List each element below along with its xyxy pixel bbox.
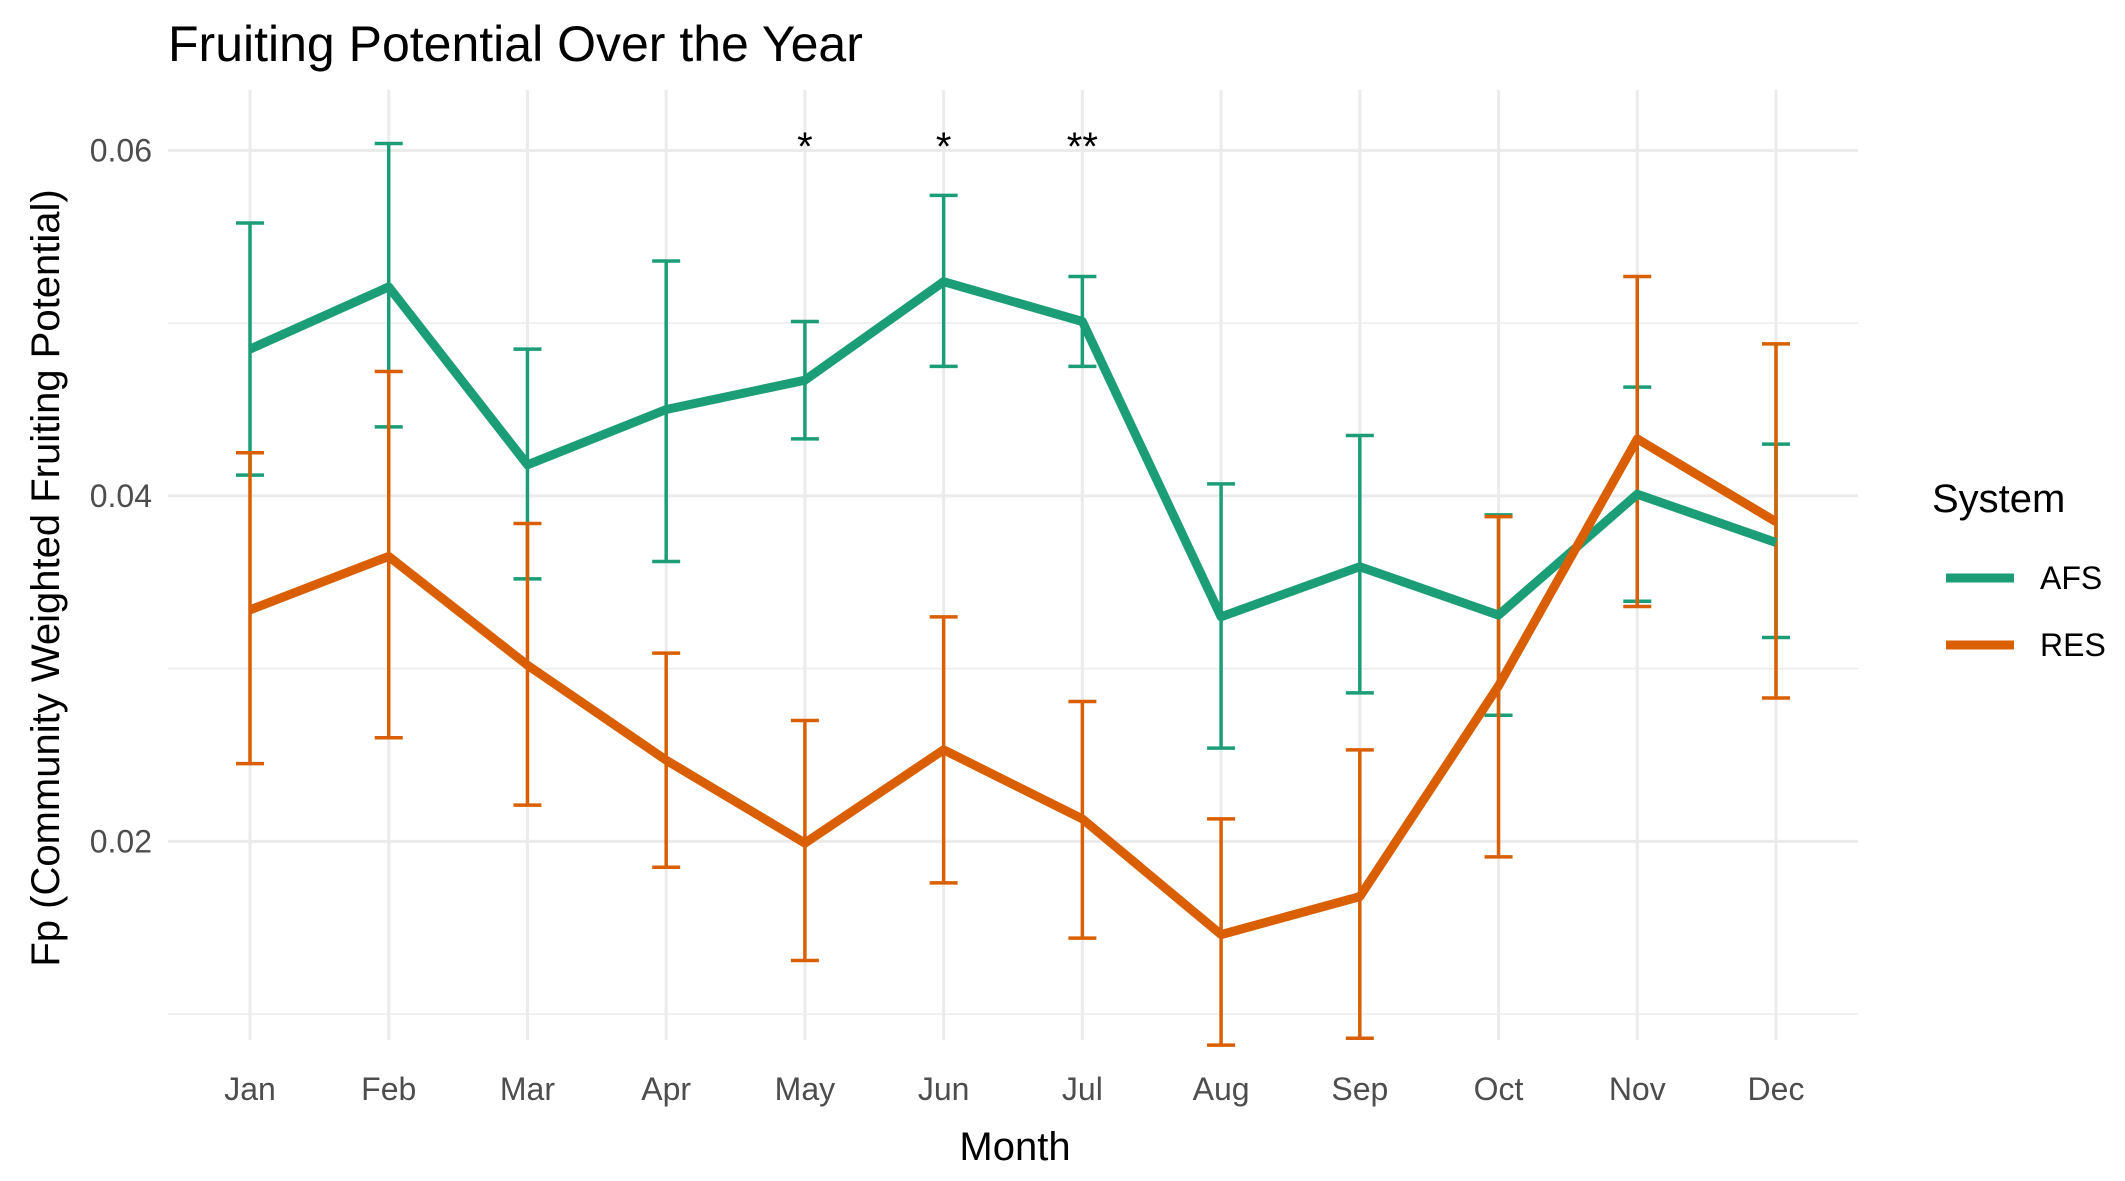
significance-annotations: * * **: [797, 125, 1098, 169]
x-tick-label: May: [775, 1071, 835, 1107]
legend-title: System: [1932, 477, 2065, 521]
error-bars: [236, 141, 1790, 1047]
significance-label: *: [797, 125, 813, 169]
x-tick-label: Jan: [224, 1071, 276, 1107]
y-axis-title: Fp (Community Weighted Fruiting Potentia…: [24, 189, 68, 966]
x-tick-label: Dec: [1748, 1071, 1805, 1107]
legend-label-res: RES: [2040, 627, 2106, 663]
x-tick-label: Apr: [641, 1071, 691, 1107]
plot-grid: [168, 90, 1858, 1040]
x-tick-label: Mar: [500, 1071, 555, 1107]
x-tick-label: Feb: [361, 1071, 416, 1107]
x-tick-label: Aug: [1193, 1071, 1250, 1107]
series-lines: [248, 277, 1779, 940]
x-tick-label: Sep: [1331, 1071, 1388, 1107]
legend-items: AFS RES: [1946, 560, 2106, 663]
legend-label-afs: AFS: [2040, 560, 2102, 596]
y-tick-label: 0.06: [90, 132, 152, 168]
legend: System AFS RES: [1932, 477, 2106, 663]
x-tick-label: Jun: [918, 1071, 970, 1107]
x-tick-label: Jul: [1062, 1071, 1103, 1107]
y-axis-ticks: 0.02 0.04 0.06: [90, 132, 152, 859]
series-line-res: [248, 434, 1779, 940]
chart-title: Fruiting Potential Over the Year: [168, 16, 863, 72]
significance-label: **: [1067, 125, 1098, 169]
x-axis-ticks: Jan Feb Mar Apr May Jun Jul Aug Sep Oct Nov Dec: [224, 1071, 1804, 1107]
x-tick-label: Oct: [1474, 1071, 1524, 1107]
significance-label: *: [936, 125, 952, 169]
series-line-afs: [248, 277, 1778, 622]
x-axis-title: Month: [959, 1125, 1070, 1169]
x-tick-label: Nov: [1609, 1071, 1666, 1107]
y-tick-label: 0.02: [90, 823, 152, 859]
y-tick-label: 0.04: [90, 478, 152, 514]
